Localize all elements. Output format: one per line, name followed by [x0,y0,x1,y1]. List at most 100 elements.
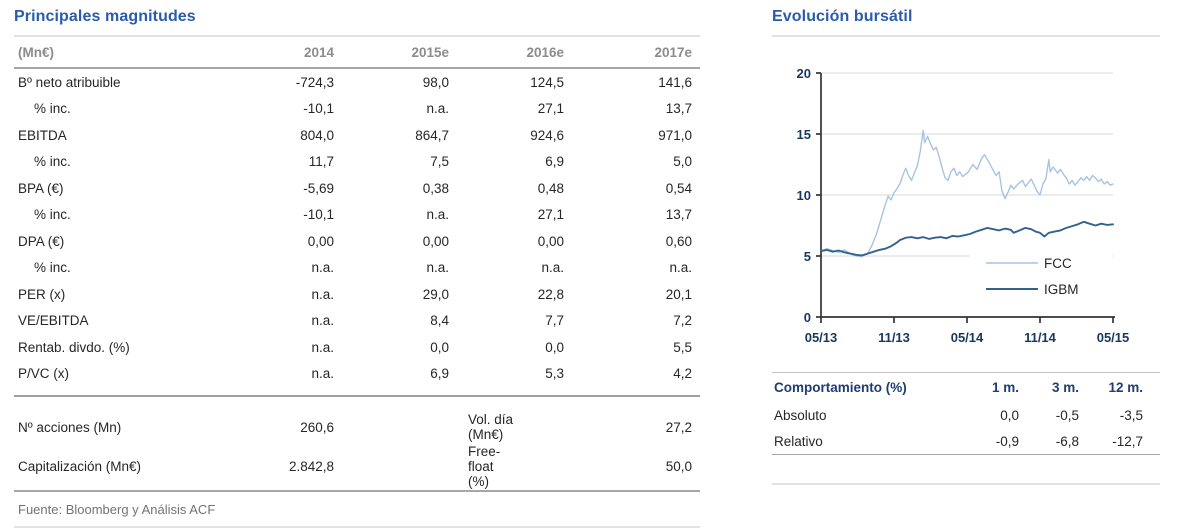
performance-value: -3,5 [1119,407,1143,423]
y-tick-label: 10 [797,188,811,203]
row-label: EBITDA [18,127,67,143]
row-value: -5,69 [303,180,334,196]
row-value: n.a. [311,339,334,355]
column-header-unit: (Mn€) [14,37,235,69]
row-value: 864,7 [415,127,449,143]
x-tick-label: 05/15 [1097,330,1130,345]
row-label: % inc. [34,101,71,117]
row-value: n.a. [311,286,334,302]
key-figures-section: Principales magnitudes (Mn€) 2014 2015e … [14,6,700,528]
performance-header-row: Comportamiento (%) 1 m. 3 m. 12 m. [772,373,1160,403]
y-tick-label: 5 [804,249,811,264]
section-title-evolucion: Evolución bursátil [772,8,913,25]
row-value: 8,4 [430,313,449,329]
legend-label-fcc: FCC [1044,256,1072,271]
row-label: Bº neto atribuible [18,74,121,90]
magnitudes-table: (Mn€) 2014 2015e 2016e 2017e Bº neto atr… [14,37,700,387]
row-label: VE/EBITDA [18,313,89,329]
divider [772,483,1160,485]
summary-label: Nº acciones (Mn) [18,419,122,435]
row-value: 29,0 [422,286,449,302]
table-row: % inc. -10,1 n.a. 27,1 13,7 [14,202,700,229]
table-row: % inc. 11,7 7,5 6,9 5,0 [14,149,700,176]
column-header-2015e: 2015e [335,37,450,69]
performance-tbody: Absoluto 0,0 -0,5 -3,5 Relativo -0,9 -6,8 -12,7 [772,402,1160,455]
table-row: PER (x) n.a. 29,0 22,8 20,1 [14,281,700,308]
summary-tbody: Nº acciones (Mn) 260,6 Vol. día (Mn€) 27,2 C… [14,411,700,491]
summary-value: 50,0 [665,459,692,474]
row-value: 7,7 [545,313,564,329]
legend-label-igbm: IGBM [1044,282,1079,297]
performance-value: -6,8 [1055,433,1079,449]
chart-container: 0 5 10 15 20 05/13 11/13 05/14 11/14 05/15 FCC IGBM [772,41,1160,356]
performance-header-12m: 12 m. [1108,380,1143,395]
row-value: n.a. [311,313,334,329]
row-value: 7,5 [430,154,449,170]
row-label: BPA (€) [18,180,64,196]
row-value: 5,5 [673,339,692,355]
summary-value: 2.842,8 [288,459,334,474]
row-label: Rentab. divdo. (%) [18,339,130,355]
row-value: n.a. [426,207,449,223]
row-label: DPA (€) [18,233,65,249]
performance-header-1m: 1 m. [991,380,1019,395]
performance-row: Absoluto 0,0 -0,5 -3,5 [772,402,1160,428]
summary-label: Free-float (%) [468,444,501,489]
price-chart: 0 5 10 15 20 05/13 11/13 05/14 11/14 05/15 FCC IGBM [797,66,1130,345]
magnitudes-tbody: Bº neto atribuible -724,3 98,0 124,5 141,6 % … [14,68,700,387]
divider [14,35,700,37]
row-value: -724,3 [295,74,334,90]
summary-label: Capitalización (Mn€) [18,459,142,474]
share-price-section: Evolución bursátil 0 5 10 15 20 05/13 11/13 05/… [772,6,1160,485]
table-row: Bº neto atribuible -724,3 98,0 124,5 141,6 [14,68,700,96]
series-fcc [820,129,1114,258]
row-value: 5,3 [545,366,564,382]
legend-background [970,243,1112,305]
summary-value: 27,2 [665,419,692,435]
performance-value: 0,0 [1000,407,1019,423]
row-value: n.a. [311,260,334,276]
row-value: 124,5 [530,74,564,90]
x-tick-label: 05/13 [805,330,838,345]
summary-row: Capitalización (Mn€) 2.842,8 Free-float (%… [14,443,700,491]
row-value: 13,7 [665,207,692,223]
row-value: 98,0 [422,74,449,90]
row-value: 0,0 [545,339,564,355]
table-row: DPA (€) 0,00 0,00 0,00 0,60 [14,228,700,255]
performance-label: Relativo [774,433,823,449]
row-value: 924,6 [530,127,564,143]
table-row: P/VC (x) n.a. 6,9 5,3 4,2 [14,361,700,388]
table-row: Rentab. divdo. (%) n.a. 0,0 0,0 5,5 [14,334,700,361]
divider [14,395,700,397]
x-tick-label: 11/13 [878,330,910,345]
row-value: 27,1 [537,207,564,223]
performance-value: -12,7 [1112,433,1143,449]
row-label: P/VC (x) [18,366,70,382]
column-header-2017e: 2017e [565,37,700,69]
table-row: % inc. n.a. n.a. n.a. n.a. [14,255,700,282]
row-value: n.a. [426,101,449,117]
row-value: 804,0 [300,127,334,143]
row-label: % inc. [34,154,71,170]
divider [772,35,1160,37]
summary-table: Nº acciones (Mn) 260,6 Vol. día (Mn€) 27,2 C… [14,411,700,492]
row-value: 0,60 [665,233,692,249]
performance-header-3m: 3 m. [1051,380,1079,395]
row-label: % inc. [34,207,71,223]
row-value: n.a. [669,260,692,276]
spacer [14,387,700,395]
row-value: 0,54 [665,180,692,196]
source-note: Fuente: Bloomberg y Análisis ACF [18,502,216,517]
performance-value: -0,9 [995,433,1019,449]
row-value: -10,1 [303,101,334,117]
row-value: 27,1 [537,101,564,117]
summary-value: 260,6 [300,419,334,435]
table-row: BPA (€) -5,69 0,38 0,48 0,54 [14,175,700,202]
magnitudes-header-row: (Mn€) 2014 2015e 2016e 2017e [14,37,700,69]
row-value: n.a. [311,366,334,382]
row-value: 22,8 [537,286,564,302]
column-header-2014: 2014 [235,37,335,69]
row-value: 0,00 [537,233,564,249]
row-value: 0,0 [430,339,449,355]
column-header-2016e: 2016e [450,37,565,69]
